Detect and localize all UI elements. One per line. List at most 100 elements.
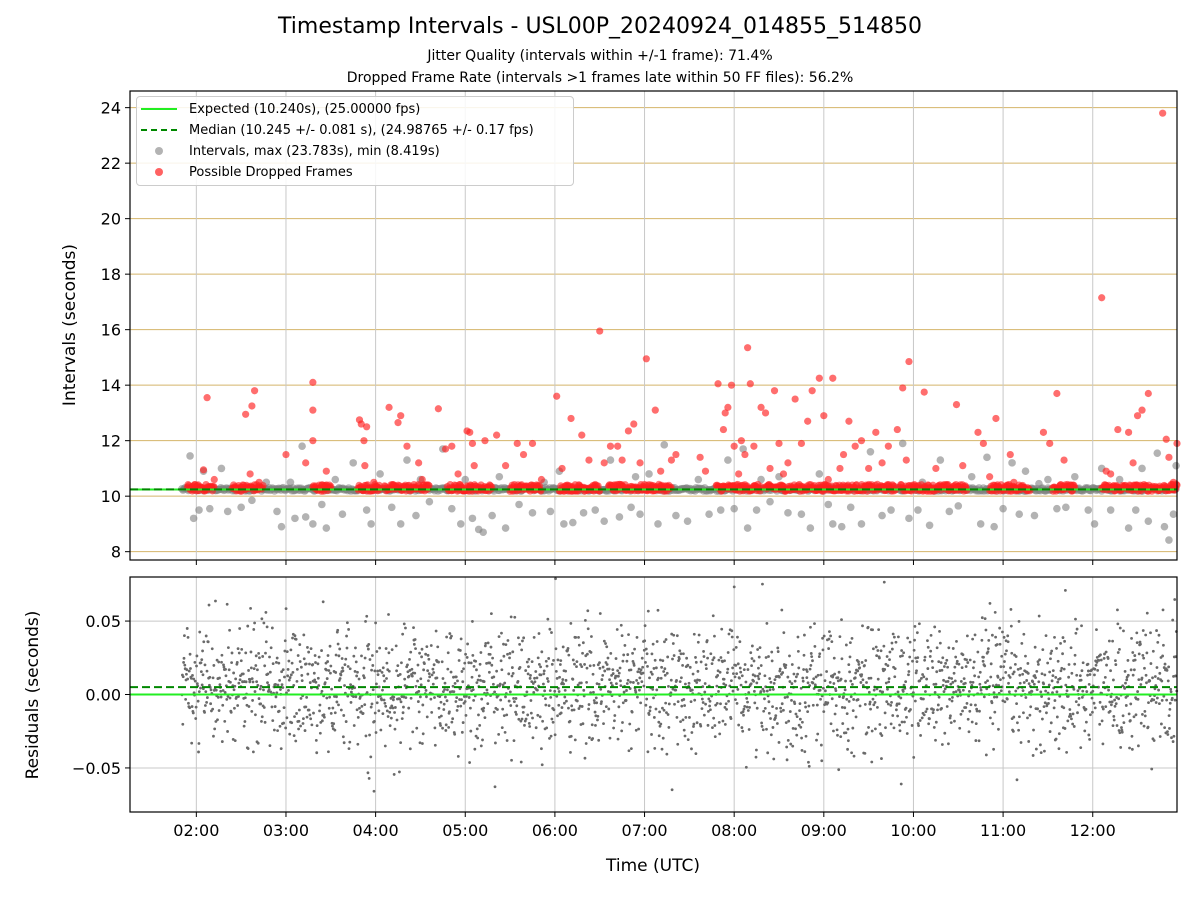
residual-point (288, 732, 292, 736)
bottom-x-tick-label: 02:00 (173, 821, 219, 840)
dropped-frame-point (282, 450, 290, 459)
residual-point (300, 674, 304, 677)
residual-point (1171, 740, 1175, 743)
residual-point (637, 727, 641, 731)
residual-point (819, 673, 823, 677)
residual-point (359, 710, 363, 714)
residual-point (780, 702, 784, 706)
interval-point (301, 513, 310, 521)
interval-point (730, 504, 738, 513)
dropped-frame-point (851, 442, 859, 450)
residual-point (940, 707, 943, 710)
residual-point (730, 629, 734, 633)
residual-point (984, 753, 988, 757)
residual-point (755, 748, 758, 752)
residual-point (494, 741, 497, 745)
residual-point (412, 642, 416, 646)
residual-point (1148, 679, 1152, 683)
residual-point (254, 664, 258, 667)
residual-point (374, 621, 378, 625)
residual-point (666, 655, 670, 659)
dropped-frame-point (899, 384, 907, 392)
dropped-frame-point (696, 453, 704, 461)
residual-point (1158, 671, 1162, 675)
residual-point (462, 695, 466, 698)
residual-point (973, 674, 977, 678)
residual-point (746, 709, 750, 712)
residual-point (352, 695, 355, 699)
residual-point (734, 645, 738, 649)
residual-point (1038, 658, 1041, 662)
residual-point (752, 659, 756, 663)
residual-point (577, 707, 581, 710)
residual-point (181, 675, 185, 679)
residual-point (1076, 689, 1080, 693)
residual-point (802, 653, 806, 657)
residual-point (510, 758, 513, 762)
dropped-frame-point (672, 450, 680, 459)
residual-point (241, 672, 245, 676)
residual-point (776, 650, 780, 653)
interval-point (866, 447, 875, 456)
residual-point (343, 663, 347, 667)
residual-point (408, 657, 411, 661)
residual-point (857, 663, 861, 666)
residual-point (881, 690, 885, 694)
residual-point (387, 669, 391, 673)
residual-point (1011, 672, 1015, 676)
interval-point (448, 504, 456, 513)
bottom-x-tick-label: 10:00 (890, 821, 936, 840)
residual-point (702, 713, 706, 717)
dropped-frame-point (839, 450, 848, 459)
residual-point (746, 668, 750, 671)
dropped-frame-point (797, 439, 806, 448)
residual-point (918, 679, 922, 683)
residual-point (542, 682, 545, 686)
residual-point (974, 722, 978, 725)
residual-point (461, 680, 465, 684)
residual-point (540, 650, 544, 654)
residual-point (971, 637, 975, 641)
residual-point (986, 647, 990, 651)
residual-point (417, 689, 421, 693)
residual-point (274, 660, 278, 664)
residual-point (943, 731, 947, 735)
residual-point (1145, 611, 1149, 615)
residual-point (349, 683, 353, 687)
residual-point (948, 716, 952, 720)
residual-point (702, 650, 705, 653)
residual-point (316, 662, 320, 666)
residual-point (1005, 649, 1008, 653)
residual-point (803, 633, 806, 637)
residual-point (182, 661, 186, 664)
residual-point (537, 632, 541, 635)
residual-point (788, 680, 792, 683)
residual-point (1058, 677, 1062, 680)
bottom-axes-x-ticks: 02:00 03:00 04:00 05:00 06:00 07:00 08:00 09:00… (173, 812, 1116, 840)
residual-point (775, 722, 779, 725)
residual-point (912, 755, 916, 759)
residual-point (292, 734, 296, 738)
residual-point (1099, 658, 1103, 662)
residual-point (385, 677, 388, 680)
residual-point (998, 642, 1002, 646)
residual-point (740, 674, 744, 678)
residual-point (1014, 655, 1018, 658)
residual-point (846, 747, 849, 751)
residual-point (328, 644, 332, 648)
residual-point (829, 722, 833, 726)
residual-point (416, 700, 420, 703)
residual-point (291, 670, 295, 674)
residual-point (197, 750, 200, 754)
residual-point (604, 642, 607, 645)
residual-point (659, 676, 663, 680)
interval-point (591, 506, 600, 514)
residual-point (652, 667, 656, 670)
bottom-axes-ylabel: Residuals (seconds) (23, 611, 43, 780)
residual-point (1034, 676, 1037, 680)
residual-point (440, 660, 444, 664)
residual-point (502, 654, 506, 658)
residual-point (886, 687, 889, 691)
interval-point (376, 470, 384, 478)
residual-point (381, 688, 384, 692)
